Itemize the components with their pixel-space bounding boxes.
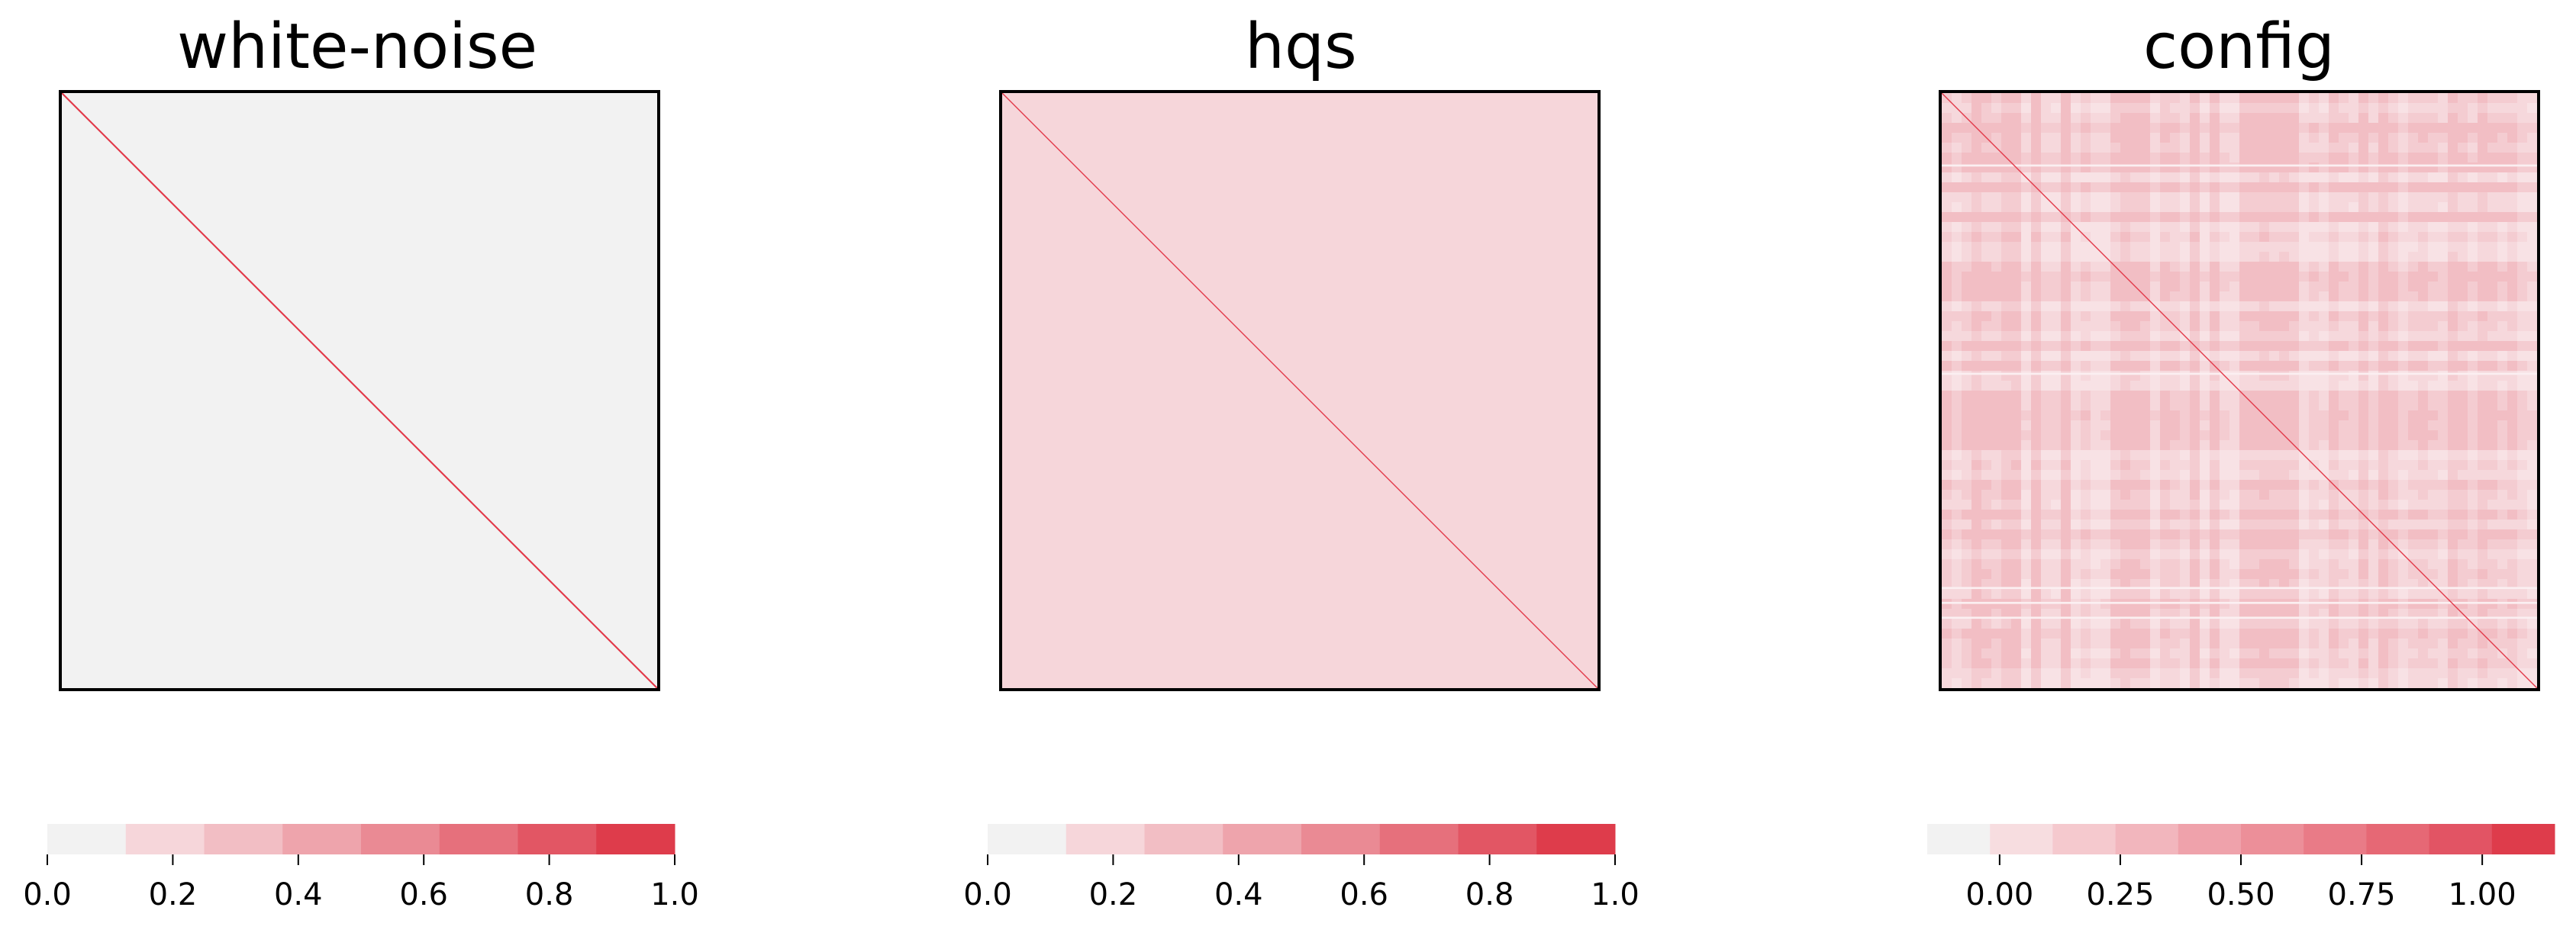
colorbar-bin [596,824,675,854]
heatmap-white-noise [59,90,660,691]
heatmap-hqs [999,90,1601,691]
heatmap-plot [62,93,657,688]
colorbar-tick-label: 0.2 [1089,877,1138,912]
colorbar-tick-label: 1.00 [2449,877,2516,912]
colorbar-tick-label: 0.4 [1214,877,1263,912]
colorbar-bin [1458,824,1537,854]
colorbar-tick-label: 1.0 [650,877,699,912]
colorbar-bin [125,824,205,854]
colorbar-tick-label: 0.00 [1965,877,2033,912]
colorbar-bin [2178,824,2242,854]
colorbar-bin [439,824,518,854]
colorbar-bin [2366,824,2430,854]
heatmap-streak [1942,616,2537,619]
colorbar-tick-label: 1.0 [1591,877,1639,912]
chart-title: config [2143,11,2335,83]
colorbar-bin [2304,824,2367,854]
colorbar-white-noise: 0.0 0.2 0.4 0.6 0.8 1.0 [23,824,699,912]
heatmap-config [1939,90,2540,691]
colorbar-bin [361,824,440,854]
colorbar-bin [2115,824,2179,854]
colorbar-bin [282,824,362,854]
panel-config: config 0.00 0.25 0.50 0.75 1.00 [1878,0,2576,933]
colorbar-bin [47,824,127,854]
colorbar-bin [517,824,597,854]
colorbar-bin [2491,824,2555,854]
colorbar-tick-label: 0.75 [2328,877,2396,912]
panel-hqs: hqs 0.0 0.2 0.4 0.6 0.8 1.0 [939,0,1702,933]
colorbar-bin [1536,824,1616,854]
colorbar-plot: 0.0 0.2 0.4 0.6 0.8 1.0 [23,824,699,912]
colorbar-plot: 0.0 0.2 0.4 0.6 0.8 1.0 [963,824,1639,912]
colorbar-tick-label: 0.6 [399,877,448,912]
heatmap-diagonal [1002,93,1598,688]
heatmap-streak [1942,601,2537,604]
colorbar-bin [1144,824,1224,854]
colorbar-tick-label: 0.4 [274,877,323,912]
heatmap-streak [1942,164,2537,167]
colorbar-bin [1990,824,2053,854]
colorbar-bin [2429,824,2493,854]
colorbar-tick-label: 0.50 [2207,877,2275,912]
heatmap-diagonal [62,93,657,688]
chart-title: white-noise [177,11,538,83]
colorbar-hqs: 0.0 0.2 0.4 0.6 0.8 1.0 [963,824,1639,912]
colorbar-bin [204,824,283,854]
chart-title: hqs [1245,11,1357,83]
colorbar-bin [2052,824,2117,854]
heatmap-plot [1942,93,2537,688]
colorbar-tick-label: 0.0 [963,877,1012,912]
colorbar-config: 0.00 0.25 0.50 0.75 1.00 [1927,824,2555,912]
colorbar-tick-label: 0.8 [525,877,574,912]
heatmap-streak [1942,587,2537,590]
colorbar-bin [2241,824,2304,854]
colorbar-bin [1223,824,1302,854]
heatmap-streak [1942,372,2537,375]
colorbar-bin [1927,824,1991,854]
panel-white-noise: white-noise 0.0 0.2 0.4 0.6 0.8 1.0 [0,0,763,933]
heatmap-diagonal [1942,93,2537,688]
colorbar-plot: 0.00 0.25 0.50 0.75 1.00 [1927,824,2555,912]
colorbar-bin [988,824,1067,854]
colorbar-bin [1379,824,1459,854]
colorbar-tick-label: 0.2 [149,877,198,912]
colorbar-tick-label: 0.25 [2086,877,2154,912]
colorbar-tick-label: 0.8 [1465,877,1514,912]
heatmap-cells [1942,93,2537,688]
colorbar-tick-label: 0.0 [23,877,72,912]
colorbar-tick-label: 0.6 [1340,877,1388,912]
colorbar-bin [1301,824,1381,854]
heatmap-plot [1002,93,1598,688]
colorbar-bin [1066,824,1145,854]
